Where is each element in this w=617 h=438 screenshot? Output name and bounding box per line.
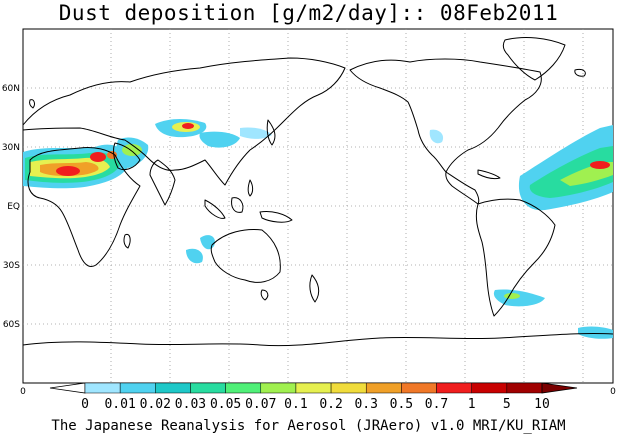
south-america-coast (475, 198, 556, 317)
lat-label-30n: 30N (2, 143, 20, 153)
africa-coast (27, 147, 141, 267)
colorbar-box (84, 382, 121, 394)
colorbar-box (190, 382, 226, 394)
colorbar-box (295, 382, 332, 394)
philippines-coast (247, 179, 254, 197)
source-caption: The Japanese Reanalysis for Aerosol (JRA… (51, 418, 566, 434)
axis-left-label: 0 (20, 387, 26, 397)
lat-label-eq: EQ (7, 202, 20, 212)
colorbar-tick-label: 0.07 (245, 397, 276, 412)
colorbar-box (260, 382, 297, 394)
new-zealand-coast (309, 274, 320, 303)
sumatra-coast (204, 199, 226, 219)
colorbar-box (330, 382, 367, 394)
colorbar-tick-label: 0.5 (390, 397, 413, 412)
colorbar-box (225, 382, 262, 394)
colorbar-box (436, 382, 472, 394)
tasmania-coast (260, 289, 269, 301)
lat-label-60n: 60N (2, 84, 20, 94)
colorbar-tick-label: 5 (503, 397, 511, 412)
colorbar-box (155, 382, 191, 394)
colorbar-tick-label: 0.02 (140, 397, 171, 412)
colorbar-lower-triangle (49, 382, 86, 394)
colorbar-tick-label: 0.2 (319, 397, 342, 412)
colorbar-tick-label: 0.7 (425, 397, 448, 412)
colorbar-box (119, 382, 156, 394)
colorbar-tick-label: 0.01 (104, 397, 135, 412)
greenland-coast (502, 37, 566, 81)
colorbar-box (401, 382, 437, 394)
plot-frame (22, 28, 614, 384)
madagascar-coast (123, 233, 131, 249)
british-isles-coast (29, 99, 35, 109)
colorbar-box (471, 382, 508, 394)
graticule (23, 29, 613, 383)
japan-coast (266, 119, 276, 146)
colorbar-tick-label: 1 (468, 397, 476, 412)
colorbar-tick-label: 0.03 (175, 397, 206, 412)
antarctica-coast (22, 332, 614, 347)
colorbar: 0 0.01 0.02 0.03 0.05 0.07 0.1 0.2 0.3 0.5 0.7 1 5 10 (49, 382, 578, 412)
india-coast (149, 159, 176, 206)
colorbar-tick-label: 0 (81, 397, 89, 412)
colorbar-tick-label: 10 (534, 397, 550, 412)
coastlines (22, 37, 614, 347)
colorbar-tick-label: 0.1 (284, 397, 307, 412)
lat-label-30s: 30S (3, 261, 20, 271)
australia-coast (210, 229, 281, 283)
borneo-coast (231, 197, 244, 213)
colorbar-tick-label: 0.3 (354, 397, 377, 412)
axis-right-label: 0 (610, 387, 616, 397)
dust-shading (23, 119, 613, 339)
eurasia-coast (22, 57, 346, 186)
latitude-labels: 60N 30N EQ 30S 60S (2, 84, 20, 330)
colorbar-upper-triangle (541, 382, 578, 394)
colorbar-box (506, 382, 543, 394)
colorbar-tick-label: 0.05 (210, 397, 241, 412)
iceland-coast (574, 69, 586, 77)
map-title: Dust deposition [g/m2/day]:: 08Feb2011 (58, 1, 559, 25)
lat-label-60s: 60S (3, 320, 20, 330)
colorbar-box (365, 382, 402, 394)
new-guinea-coast (259, 211, 293, 223)
arabia-coast (113, 142, 141, 171)
cuba-coast (477, 169, 501, 180)
north-america-coast (349, 58, 542, 173)
